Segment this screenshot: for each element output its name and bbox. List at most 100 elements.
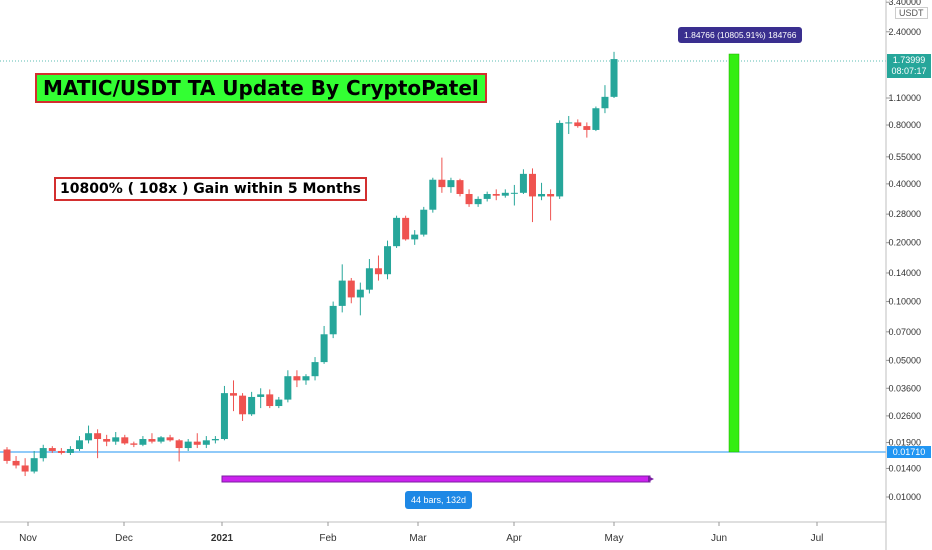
time-axis[interactable]: Nov Dec 2021 Feb Mar Apr May Jun Jul	[19, 522, 823, 544]
candle[interactable]	[94, 429, 102, 459]
candle[interactable]	[483, 191, 491, 202]
candle-body	[211, 439, 219, 441]
candle[interactable]	[465, 189, 473, 207]
candle[interactable]	[329, 301, 337, 339]
currency-unit-label[interactable]: USDT	[895, 7, 928, 19]
candle[interactable]	[121, 434, 129, 445]
candle[interactable]	[583, 122, 591, 138]
candle-body	[402, 217, 410, 240]
candle[interactable]	[230, 380, 237, 412]
candle-body	[365, 268, 373, 290]
candle[interactable]	[12, 456, 20, 469]
candle[interactable]	[184, 439, 192, 451]
candle[interactable]	[202, 436, 210, 449]
candle[interactable]	[492, 189, 500, 201]
price-tick-label: 0.10000	[888, 297, 921, 307]
candle[interactable]	[293, 370, 301, 388]
candle[interactable]	[384, 240, 392, 280]
candle-body	[21, 465, 29, 472]
time-tick-label: Nov	[19, 533, 37, 544]
candle[interactable]	[402, 215, 410, 241]
candle[interactable]	[420, 206, 428, 237]
candle[interactable]	[320, 325, 328, 364]
candle[interactable]	[501, 189, 509, 198]
candle[interactable]	[239, 393, 247, 421]
candle[interactable]	[601, 85, 609, 114]
measure-bar[interactable]	[728, 53, 740, 453]
candle-body	[592, 108, 600, 130]
candle[interactable]	[592, 106, 600, 132]
candle[interactable]	[374, 255, 382, 281]
candle-body	[547, 194, 555, 197]
candle[interactable]	[48, 446, 56, 453]
candle[interactable]	[257, 388, 265, 409]
candle[interactable]	[166, 434, 174, 442]
candle[interactable]	[266, 389, 274, 409]
bars-range-label: 44 bars, 132d	[405, 491, 473, 509]
candle[interactable]	[130, 441, 138, 448]
price-tick-label: 0.01400	[888, 463, 921, 473]
candle-body	[447, 180, 455, 188]
candle[interactable]	[447, 177, 455, 193]
candle[interactable]	[21, 458, 29, 477]
candle[interactable]	[311, 357, 319, 381]
candle[interactable]	[211, 436, 219, 444]
candle-body	[538, 194, 546, 197]
candle-body	[338, 280, 346, 306]
candle[interactable]	[284, 370, 292, 403]
candle[interactable]	[30, 450, 38, 474]
candle-body	[474, 198, 482, 205]
candle[interactable]	[338, 264, 346, 313]
candle-body	[610, 59, 618, 97]
candle[interactable]	[175, 439, 183, 462]
candle[interactable]	[148, 433, 156, 444]
candle[interactable]	[248, 391, 256, 416]
candle-body	[57, 450, 65, 453]
candle[interactable]	[474, 196, 482, 207]
candle[interactable]	[528, 168, 536, 223]
candle[interactable]	[610, 51, 618, 98]
price-axis[interactable]: 3.40000 2.40000 1.10000 0.80000 0.55000 0.400…	[886, 0, 921, 502]
candle[interactable]	[547, 189, 555, 221]
date-range-bar[interactable]	[221, 475, 651, 483]
candles	[3, 51, 618, 477]
candle[interactable]	[85, 425, 93, 444]
candle[interactable]	[411, 230, 419, 245]
candle[interactable]	[139, 436, 147, 447]
candle[interactable]	[393, 215, 401, 248]
candle[interactable]	[193, 433, 201, 449]
candle[interactable]	[112, 432, 120, 445]
candle[interactable]	[75, 436, 83, 451]
candle-body	[157, 437, 165, 442]
price-tick-label: 0.28000	[888, 209, 921, 219]
candle[interactable]	[39, 444, 47, 462]
candle[interactable]	[538, 182, 546, 201]
candle[interactable]	[57, 448, 65, 455]
candle[interactable]	[510, 184, 518, 206]
candle[interactable]	[66, 446, 74, 456]
candle[interactable]	[302, 374, 310, 385]
candle-body	[501, 192, 509, 196]
candle-body	[48, 448, 56, 451]
candle-body	[601, 96, 609, 109]
price-tick-label: 0.07000	[888, 327, 921, 337]
candle[interactable]	[574, 119, 582, 128]
candle[interactable]	[556, 120, 564, 199]
candle[interactable]	[275, 396, 283, 409]
candle[interactable]	[438, 157, 446, 193]
candle[interactable]	[157, 436, 165, 444]
candle[interactable]	[365, 259, 373, 294]
level-price-tag: 0.01710	[887, 446, 931, 458]
candle-body	[248, 396, 256, 415]
candle[interactable]	[3, 447, 11, 464]
candle[interactable]	[519, 169, 527, 195]
candle[interactable]	[565, 115, 573, 134]
candle[interactable]	[456, 178, 464, 197]
candle-body	[311, 362, 319, 377]
candle[interactable]	[429, 177, 437, 213]
candle[interactable]	[220, 385, 228, 441]
candle[interactable]	[347, 277, 355, 304]
candle[interactable]	[103, 434, 111, 447]
current-price-tag: 1.73999 08:07:17	[887, 54, 931, 78]
candle[interactable]	[356, 282, 364, 316]
